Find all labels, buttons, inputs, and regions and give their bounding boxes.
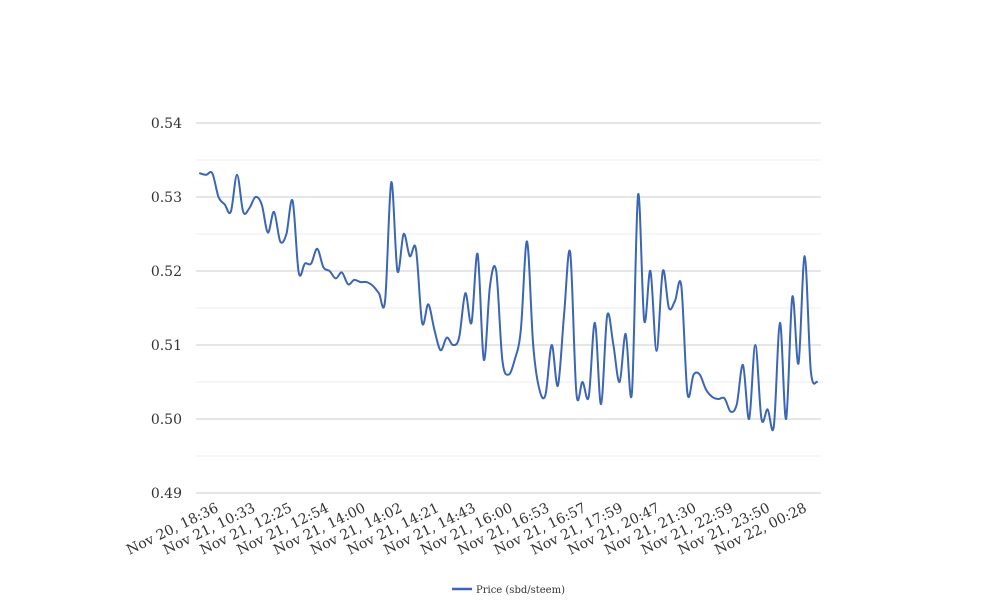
y-tick-label: 0.54 [151,116,182,132]
legend[interactable]: Price (sbd/steem) [452,585,565,596]
series-layer [199,170,818,431]
y-axis-ticks: 0.54 0.53 0.52 0.51 0.50 0.49 [151,116,182,502]
y-tick-label: 0.52 [151,264,182,280]
y-tick-label: 0.51 [151,338,182,354]
y-tick-label: 0.53 [151,190,182,206]
legend-label: Price (sbd/steem) [476,585,565,596]
grid-lines [196,122,821,494]
y-tick-label: 0.49 [151,486,182,502]
price-series-line [199,170,818,431]
y-tick-label: 0.50 [151,412,182,428]
